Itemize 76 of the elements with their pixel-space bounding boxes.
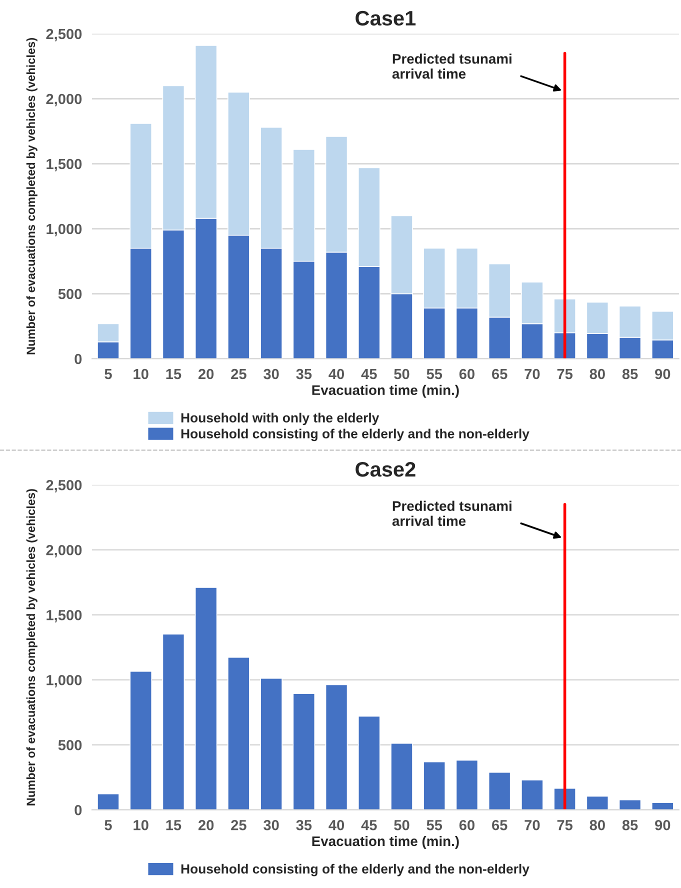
annotation: Predicted tsunami arrival time	[392, 54, 512, 79]
bar	[358, 716, 380, 810]
y-axis-title: Number of evacuations completed by vehicles (vehicles)	[26, 38, 38, 354]
x-tick-label: 90	[655, 368, 670, 380]
x-tick-label: 85	[622, 820, 638, 830]
bar	[228, 656, 250, 810]
chart-title: Case1	[356, 10, 416, 26]
y-tick-label: 500	[58, 288, 82, 300]
x-tick-label: 30	[264, 368, 279, 380]
y-tick-label: 2,000	[46, 94, 82, 106]
bar	[194, 587, 218, 810]
y-tick-label: 2,000	[46, 544, 82, 558]
bar	[521, 780, 544, 810]
x-tick-label: 30	[264, 820, 279, 830]
bar	[423, 761, 446, 810]
x-tick-label: 65	[492, 820, 508, 830]
y-tick-label: 0	[74, 354, 82, 364]
x-tick-label: 50	[394, 368, 410, 380]
x-tick-label: 55	[426, 369, 442, 380]
bar	[488, 772, 511, 810]
x-tick-label: 80	[590, 368, 605, 380]
legend-label: Household with only the elderly	[181, 412, 380, 426]
bar	[618, 799, 642, 810]
x-axis-title: Evacuation time (min.)	[312, 384, 459, 398]
x-tick-label: 45	[361, 369, 377, 380]
x-tick-label: 75	[557, 820, 573, 830]
legend-label: Household consisting of the elderly and the non-elderly	[181, 428, 530, 442]
bar	[651, 802, 674, 810]
x-tick-label: 65	[492, 368, 508, 380]
chart-title: Case2	[356, 462, 416, 477]
bar	[456, 760, 478, 810]
x-tick-label: 75	[557, 369, 573, 380]
x-tick-label: 70	[524, 368, 540, 380]
x-tick-label: 25	[231, 368, 246, 380]
bar	[260, 678, 282, 810]
bar	[130, 670, 152, 810]
bar	[586, 796, 609, 810]
x-tick-label: 10	[134, 820, 148, 830]
bar	[390, 742, 413, 810]
y-tick-label: 2,500	[46, 480, 82, 492]
y-tick-label: 1,000	[46, 224, 82, 236]
x-tick-label: 40	[328, 368, 344, 380]
x-tick-label: 40	[328, 820, 344, 830]
x-tick-label: 5	[104, 369, 112, 380]
y-tick-label: 0	[74, 804, 82, 816]
x-tick-label: 20	[198, 820, 214, 830]
x-tick-label: 50	[394, 820, 410, 830]
x-tick-label: 55	[426, 820, 442, 830]
bar	[97, 793, 120, 810]
x-tick-label: 90	[655, 820, 670, 830]
x-tick-label: 70	[524, 820, 540, 830]
x-tick-label: 20	[198, 368, 214, 380]
x-tick-label: 10	[134, 368, 148, 380]
x-tick-label: 25	[231, 820, 246, 830]
y-tick-label: 500	[58, 740, 82, 750]
x-tick-label: 45	[361, 820, 377, 830]
y-tick-label: 1,500	[46, 158, 82, 172]
y-axis-title: Number of evacuations completed by vehicles (vehicles)	[26, 489, 38, 806]
x-tick-label: 15	[166, 369, 182, 380]
x-tick-label: 85	[622, 368, 638, 380]
bar	[325, 684, 348, 810]
x-tick-label: 60	[459, 368, 474, 380]
x-tick-label: 5	[104, 820, 112, 830]
x-tick-label: 60	[459, 820, 474, 830]
x-tick-label: 35	[296, 820, 312, 830]
legend-label: Household consisting of the elderly and the non-elderly	[181, 864, 530, 876]
x-axis-title: Evacuation time (min.)	[312, 836, 459, 849]
annotation: Predicted tsunami arrival time	[392, 500, 512, 526]
y-tick-label: 1,500	[46, 610, 82, 622]
bar	[292, 693, 316, 810]
y-tick-label: 2,500	[46, 28, 82, 42]
x-tick-label: 15	[166, 820, 182, 830]
y-tick-label: 1,000	[46, 674, 82, 688]
x-tick-label: 80	[590, 820, 605, 830]
x-tick-label: 35	[296, 368, 312, 380]
bar	[162, 634, 185, 810]
